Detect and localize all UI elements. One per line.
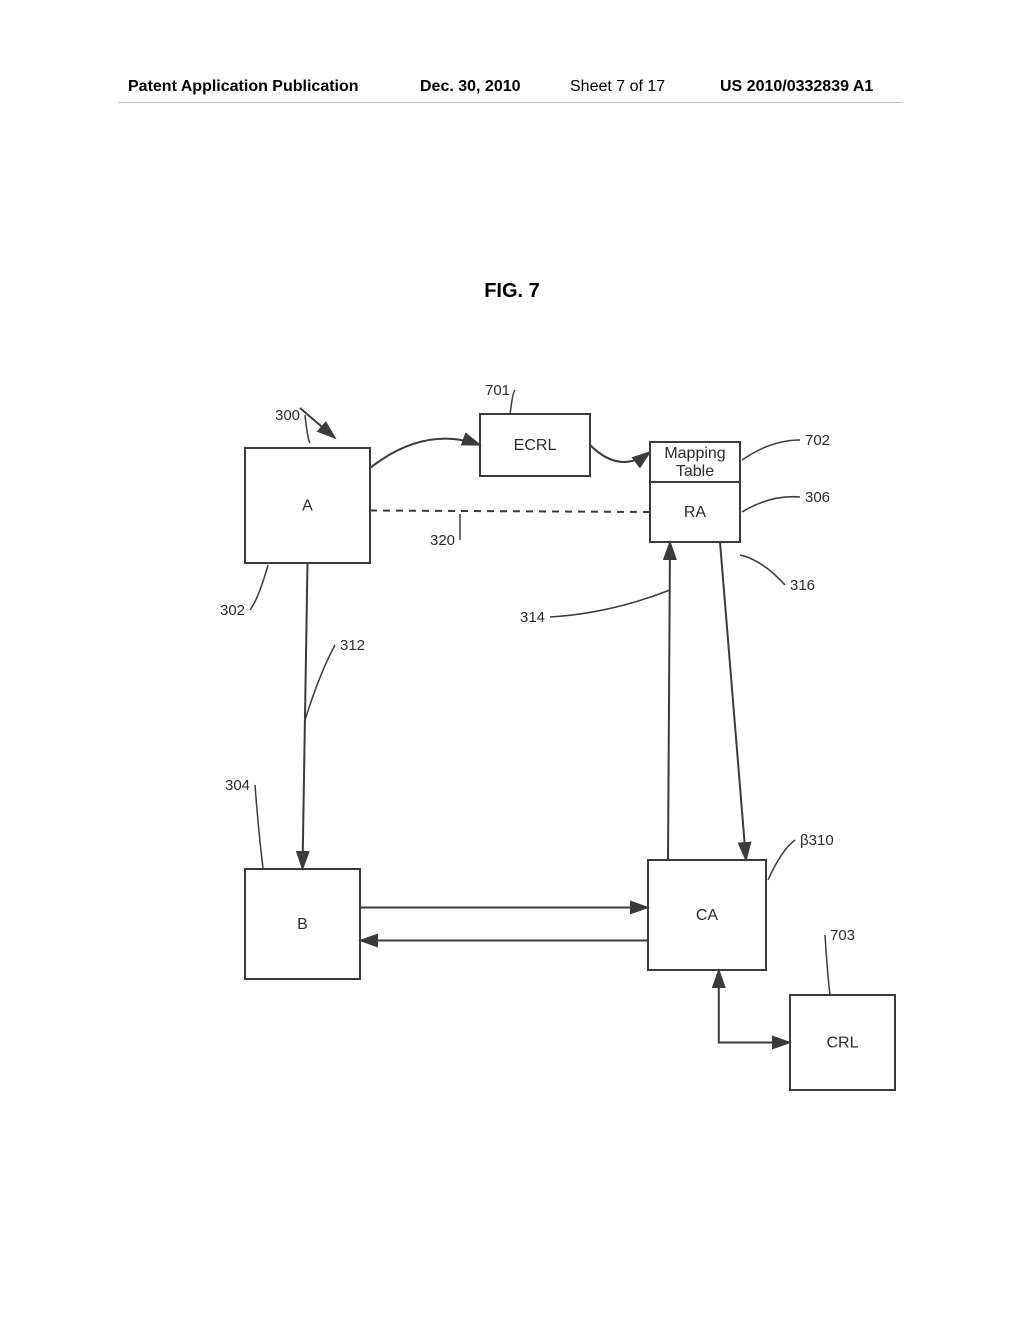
node-label-ca: CA <box>696 907 719 924</box>
ref-leader-302 <box>250 565 268 610</box>
figure-diagram: A ECRL MappingTable RA B CA CRL 300 701 702 306 32… <box>0 0 1024 1320</box>
ref-300: 300 <box>275 407 300 424</box>
ref-leader-300 <box>305 415 310 443</box>
node-label-ecrl: ECRL <box>514 437 557 454</box>
node-label-b: B <box>297 916 308 933</box>
edge-a-ra-dashed <box>370 511 650 513</box>
ref-leader-304 <box>255 785 263 868</box>
ref-leader-306 <box>742 497 800 512</box>
ref-320: 320 <box>430 532 455 549</box>
node-label-ra: RA <box>684 504 707 521</box>
ref-304: 304 <box>225 777 250 794</box>
ref-306: 306 <box>805 489 830 506</box>
ref-leader-312 <box>305 645 335 720</box>
ref-701: 701 <box>485 382 510 399</box>
node-label-a: A <box>302 498 313 515</box>
node-label-map: Mapping <box>664 445 725 462</box>
node-label-map: Table <box>676 463 714 480</box>
ref-302: 302 <box>220 602 245 619</box>
ref-leader-314 <box>550 590 670 617</box>
edge-ca-crl <box>719 970 790 1043</box>
ref-312: 312 <box>340 637 365 654</box>
edge-a-ecrl <box>370 439 480 468</box>
page: Patent Application Publication Dec. 30, … <box>0 0 1024 1320</box>
ref-leader-310 <box>768 840 795 880</box>
ref-314: 314 <box>520 609 545 626</box>
ref-leader-701 <box>510 390 515 415</box>
edge-ecrl-ra <box>590 445 650 462</box>
edge-ra-ca <box>720 542 746 860</box>
ref-leader-316 <box>740 555 785 585</box>
ref-leader-702 <box>742 440 800 460</box>
ref-702: 702 <box>805 432 830 449</box>
ref-leader-703 <box>825 935 830 995</box>
ref-316: 316 <box>790 577 815 594</box>
ref-310: β310 <box>800 832 834 849</box>
node-label-crl: CRL <box>826 1035 858 1052</box>
ref-703: 703 <box>830 927 855 944</box>
